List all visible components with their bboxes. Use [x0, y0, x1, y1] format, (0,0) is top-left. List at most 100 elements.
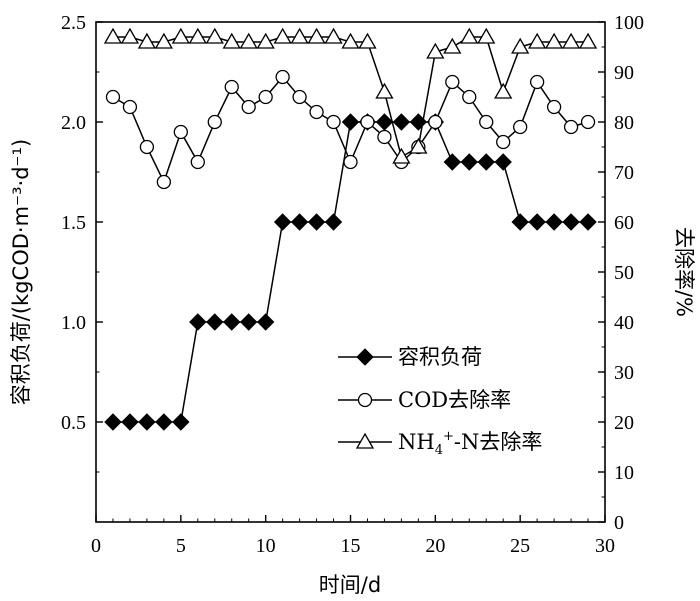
cod-point — [563, 119, 579, 135]
x-axis-ticks: 0 5 10 15 20 25 30 — [91, 515, 615, 557]
nh4-point — [477, 27, 496, 44]
nh4-point — [103, 27, 123, 44]
x-tick-label: 5 — [176, 535, 186, 557]
nh4-point — [511, 37, 530, 54]
nh4-point — [392, 147, 411, 164]
x-tick-label: 30 — [595, 535, 615, 557]
cod-point — [241, 99, 256, 115]
left-tick-label: 0.5 — [61, 412, 86, 434]
nh4-point — [256, 32, 275, 49]
cod-point — [190, 154, 205, 170]
cod-point — [122, 99, 138, 115]
nh4-point — [324, 27, 343, 44]
nh4-point — [341, 32, 360, 49]
cod-point — [224, 79, 239, 95]
nh4-point — [409, 137, 428, 154]
nh4-point — [120, 27, 140, 44]
x-tick-label: 0 — [91, 535, 101, 557]
right-tick-label: 100 — [614, 12, 644, 34]
x-axis-label: 时间/d — [319, 573, 381, 597]
right-tick-label: 40 — [614, 312, 634, 334]
right-tick-label: 70 — [614, 162, 634, 184]
right-tick-label: 10 — [614, 462, 634, 484]
load-point — [511, 213, 529, 231]
right-axis-label: 去除率/% — [672, 227, 696, 317]
load-point — [189, 313, 207, 331]
right-tick-label: 30 — [614, 362, 634, 384]
left-axis-label: 容积负荷/(kgCOD·m⁻³·d⁻¹) — [9, 139, 33, 405]
load-point — [307, 213, 326, 231]
right-tick-label: 20 — [614, 412, 634, 434]
cod-point — [445, 74, 460, 90]
load-point — [104, 413, 122, 431]
cod-point — [479, 114, 494, 130]
nh4-point — [137, 32, 157, 49]
nh4-point — [561, 32, 581, 49]
cod-point — [360, 114, 375, 130]
cod-point — [139, 139, 155, 155]
load-point — [477, 153, 495, 171]
load-point — [223, 313, 241, 331]
legend: 容积负荷 COD去除率 NH4+-N去除率 — [338, 345, 542, 458]
nh4-point — [171, 27, 190, 44]
cod-point — [343, 154, 358, 170]
cod-point — [156, 174, 172, 190]
left-tick-label: 2.0 — [61, 112, 86, 134]
cod-point — [292, 89, 307, 105]
right-tick-label: 50 — [614, 262, 634, 284]
nh4-point — [290, 27, 309, 44]
cod-point — [462, 89, 477, 105]
cod-point — [529, 74, 545, 90]
load-point — [155, 413, 173, 431]
nh4-point — [358, 32, 377, 49]
x-tick-label: 25 — [510, 535, 530, 557]
nh4-point — [154, 32, 173, 49]
load-point — [528, 213, 546, 231]
left-axis-ticks: 0.5 1.0 1.5 2.0 2.5 — [61, 12, 103, 473]
left-tick-label: 1.5 — [61, 212, 86, 234]
nh4-point — [460, 27, 479, 44]
load-point — [290, 213, 309, 231]
nh4-point — [188, 27, 207, 44]
cod-point — [428, 114, 443, 130]
nh4-point — [544, 32, 564, 49]
legend-label-cod: COD去除率 — [398, 388, 511, 412]
nh4-point — [375, 82, 394, 99]
load-point — [206, 313, 224, 331]
nh4-point — [578, 32, 598, 49]
legend-marker — [355, 432, 375, 449]
load-point — [579, 213, 597, 231]
nh4-point — [205, 27, 224, 44]
right-axis-ticks: 0 10 20 30 40 50 60 70 80 90 100 — [598, 12, 644, 534]
series-layer — [103, 27, 598, 431]
legend-marker — [356, 348, 374, 366]
cod-point — [309, 104, 324, 120]
cod-point — [377, 129, 392, 145]
load-point — [460, 153, 478, 171]
legend-label-load: 容积负荷 — [398, 345, 482, 369]
load-point — [562, 213, 580, 231]
cod-point — [580, 114, 596, 130]
load-point — [545, 213, 563, 231]
load-point — [324, 213, 343, 231]
nh4-point — [307, 27, 326, 44]
right-tick-label: 90 — [614, 62, 634, 84]
load-point — [138, 413, 156, 431]
left-tick-label: 1.0 — [61, 312, 86, 334]
nh4-point — [528, 32, 547, 49]
nh4-point — [239, 32, 258, 49]
cod-point — [326, 114, 341, 130]
load-point — [341, 113, 360, 131]
load-point — [121, 413, 139, 431]
legend-marker — [357, 392, 373, 408]
nh4-point — [273, 27, 292, 44]
cod-point — [258, 89, 273, 105]
nh4-point — [443, 37, 462, 54]
cod-point — [546, 99, 562, 115]
load-point — [172, 413, 190, 431]
left-tick-label: 2.5 — [61, 12, 86, 34]
cod-point — [105, 89, 121, 105]
x-tick-label: 10 — [256, 535, 276, 557]
right-tick-label: 0 — [614, 512, 624, 534]
